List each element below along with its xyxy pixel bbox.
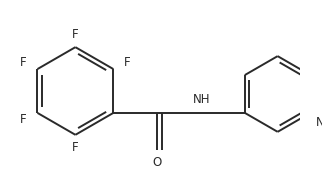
Text: F: F (20, 56, 27, 69)
Text: N: N (316, 116, 322, 129)
Text: F: F (72, 28, 79, 41)
Text: NH: NH (193, 93, 211, 106)
Text: F: F (124, 56, 131, 69)
Text: F: F (20, 113, 27, 126)
Text: F: F (72, 141, 79, 154)
Text: O: O (153, 156, 162, 169)
